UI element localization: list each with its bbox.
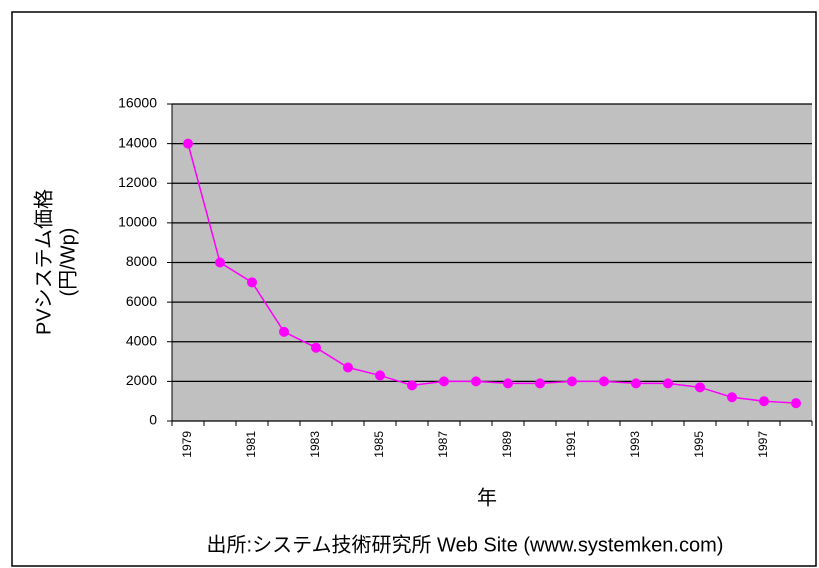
data-point	[567, 376, 577, 387]
x-tick-label: 1983	[308, 431, 322, 458]
data-point	[343, 362, 353, 373]
data-point	[791, 398, 801, 409]
x-tick-label: 1995	[692, 431, 706, 458]
data-point	[727, 392, 737, 403]
y-axis-label: PVシステム価格 (円/Wp)	[32, 189, 79, 335]
x-tick-label: 1987	[436, 431, 450, 458]
x-tick-label: 1981	[244, 431, 258, 458]
y-tick-label: 0	[149, 412, 157, 428]
y-tick-label: 14000	[118, 134, 157, 150]
series-line	[187, 143, 797, 404]
y-tick-label: 4000	[126, 332, 157, 348]
data-point	[407, 380, 417, 391]
data-point	[535, 378, 545, 389]
data-point	[375, 370, 385, 381]
data-point	[439, 376, 449, 387]
data-point	[247, 277, 257, 288]
x-tick-label: 1985	[372, 431, 386, 458]
data-point	[759, 396, 769, 407]
data-point	[311, 342, 321, 353]
y-axis-label-line: PVシステム価格	[32, 189, 55, 335]
y-tick-label: 16000	[118, 95, 157, 111]
x-tick-label: 1991	[564, 431, 578, 458]
data-point	[215, 257, 225, 268]
y-tick-label: 6000	[126, 293, 157, 309]
x-axis-label: 年	[477, 486, 497, 509]
y-tick-label: 10000	[118, 214, 157, 230]
data-point	[183, 138, 193, 149]
y-tick-label: 2000	[126, 372, 157, 388]
data-point	[663, 378, 673, 389]
data-point	[503, 378, 513, 389]
data-point	[279, 326, 289, 337]
x-tick-label: 1989	[500, 431, 514, 458]
y-tick-label: 8000	[126, 253, 157, 269]
y-tick-label: 12000	[118, 174, 157, 190]
data-point	[599, 376, 609, 387]
data-point	[471, 376, 481, 387]
y-axis-label-line: (円/Wp)	[57, 228, 79, 297]
x-tick-label: 1993	[628, 431, 642, 458]
x-tick-label: 1997	[756, 431, 770, 458]
data-point	[631, 378, 641, 389]
data-point	[695, 382, 705, 393]
source: 出所:システム技術研究所 Web Site (www.systemken.com…	[207, 533, 724, 556]
x-tick-label: 1979	[180, 431, 194, 458]
